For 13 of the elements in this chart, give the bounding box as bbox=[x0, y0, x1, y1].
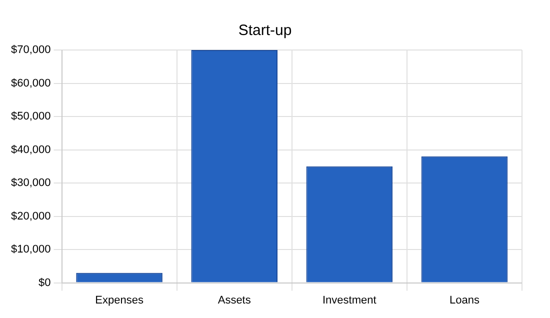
chart-title: Start-up bbox=[238, 22, 292, 40]
x-tick-label: Expenses bbox=[95, 294, 144, 306]
y-tick-label: $10,000 bbox=[10, 244, 51, 256]
y-tick-label: $0 bbox=[38, 276, 51, 289]
y-tick-label: $70,000 bbox=[10, 44, 51, 56]
x-tick-label: Investment bbox=[322, 294, 376, 306]
y-tick-label: $30,000 bbox=[10, 177, 51, 190]
y-tick-label: $20,000 bbox=[10, 210, 51, 222]
y-tick-label: $60,000 bbox=[10, 77, 51, 90]
y-tick-label: $50,000 bbox=[10, 110, 51, 123]
y-tick-label: $40,000 bbox=[10, 144, 51, 156]
x-tick-label: Loans bbox=[449, 294, 480, 306]
x-tick-label: Assets bbox=[218, 294, 252, 306]
